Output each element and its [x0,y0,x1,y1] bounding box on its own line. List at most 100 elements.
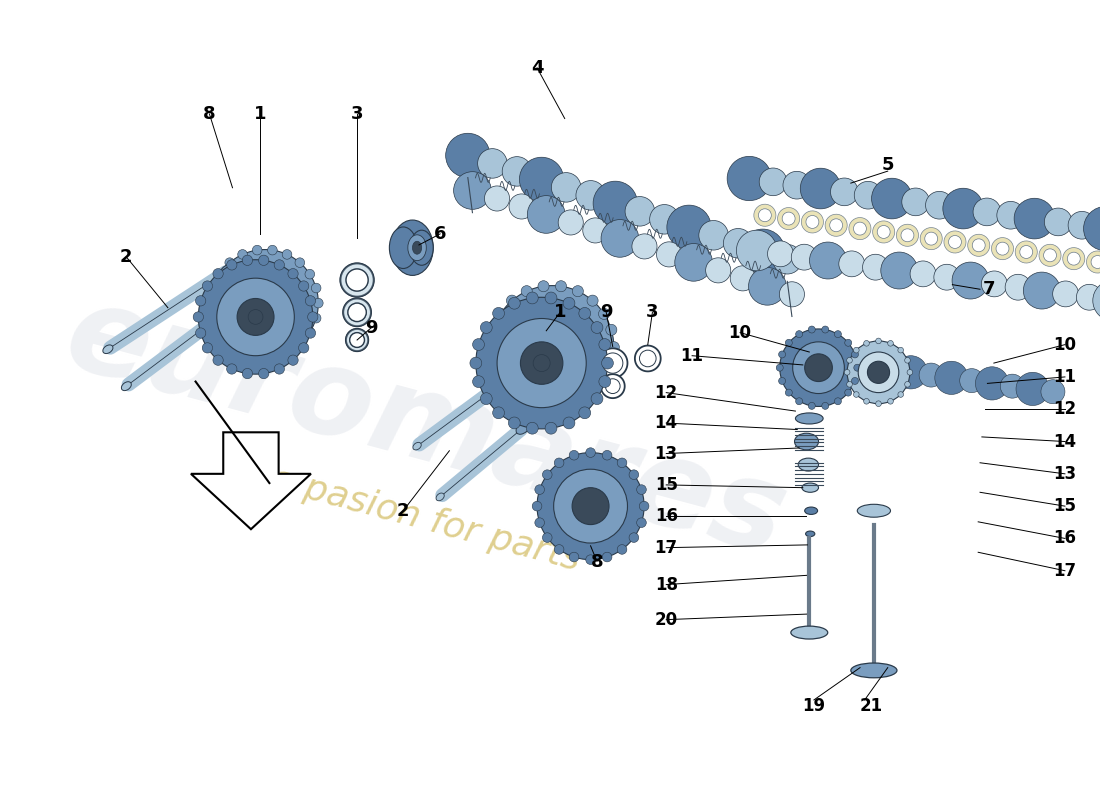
Circle shape [311,283,321,293]
Circle shape [898,392,903,398]
Circle shape [822,326,828,333]
Circle shape [898,347,903,353]
Text: 1: 1 [554,303,566,322]
Circle shape [768,241,793,266]
Circle shape [576,181,605,210]
Circle shape [217,278,295,356]
Circle shape [862,254,889,280]
Circle shape [791,244,817,270]
Circle shape [845,339,851,346]
Circle shape [785,339,792,346]
Circle shape [546,292,557,304]
Circle shape [252,246,262,255]
Circle shape [779,351,785,358]
Circle shape [808,402,815,410]
Circle shape [520,342,563,384]
Circle shape [876,401,881,406]
Circle shape [563,298,575,309]
Circle shape [527,422,538,434]
Text: 9: 9 [600,303,613,322]
Circle shape [196,328,206,338]
Ellipse shape [805,531,815,537]
Circle shape [476,298,607,429]
Circle shape [864,398,869,404]
Circle shape [534,328,571,366]
Circle shape [847,358,852,363]
Circle shape [227,364,236,374]
Circle shape [202,342,212,353]
Circle shape [238,298,274,335]
Circle shape [249,286,282,320]
Circle shape [537,453,645,560]
Circle shape [579,307,591,319]
Circle shape [759,168,786,196]
Text: 12: 12 [654,384,678,402]
Circle shape [868,362,890,383]
Circle shape [1000,374,1024,398]
Circle shape [925,232,937,245]
Circle shape [554,545,564,554]
Circle shape [484,186,509,211]
Circle shape [810,242,846,279]
Circle shape [793,342,845,394]
Circle shape [542,470,552,479]
FancyArrowPatch shape [442,430,521,495]
Text: 8: 8 [204,105,216,123]
Circle shape [996,242,1009,255]
Circle shape [535,485,544,494]
Ellipse shape [850,663,896,678]
Ellipse shape [857,504,891,518]
Text: 5: 5 [881,156,894,174]
Circle shape [974,198,1001,226]
Circle shape [943,188,983,229]
Circle shape [629,470,639,479]
Text: 6: 6 [433,225,447,243]
Circle shape [491,286,614,409]
Polygon shape [598,348,627,378]
Circle shape [598,375,609,386]
Circle shape [606,359,617,370]
Circle shape [527,196,565,234]
Circle shape [546,422,557,434]
Circle shape [603,353,623,374]
Circle shape [591,393,603,405]
Circle shape [847,341,910,404]
Circle shape [521,398,532,409]
Circle shape [274,260,285,270]
Circle shape [795,330,803,338]
Text: 11: 11 [1054,368,1077,386]
Circle shape [495,375,506,386]
Circle shape [894,356,927,389]
Circle shape [758,209,771,222]
Circle shape [348,303,366,322]
Polygon shape [1040,244,1062,266]
Circle shape [556,281,566,292]
Circle shape [493,307,505,319]
Circle shape [503,157,531,186]
Text: 12: 12 [1054,400,1077,418]
Ellipse shape [436,493,444,501]
Text: 10: 10 [728,324,751,342]
Circle shape [495,308,506,319]
Circle shape [346,269,368,291]
Polygon shape [191,432,311,530]
Circle shape [847,382,852,387]
Circle shape [910,261,936,286]
Circle shape [854,364,861,371]
Polygon shape [968,234,990,256]
Polygon shape [341,263,374,297]
Circle shape [854,392,859,398]
Circle shape [348,303,366,322]
Text: 13: 13 [1054,465,1077,483]
FancyArrowPatch shape [110,272,226,348]
Circle shape [1023,272,1060,309]
Circle shape [305,327,315,337]
Circle shape [822,402,828,410]
Circle shape [997,202,1024,229]
Circle shape [785,389,792,396]
Circle shape [598,338,611,350]
Ellipse shape [102,345,113,354]
Circle shape [587,295,598,306]
Circle shape [835,398,842,405]
Circle shape [639,502,649,511]
